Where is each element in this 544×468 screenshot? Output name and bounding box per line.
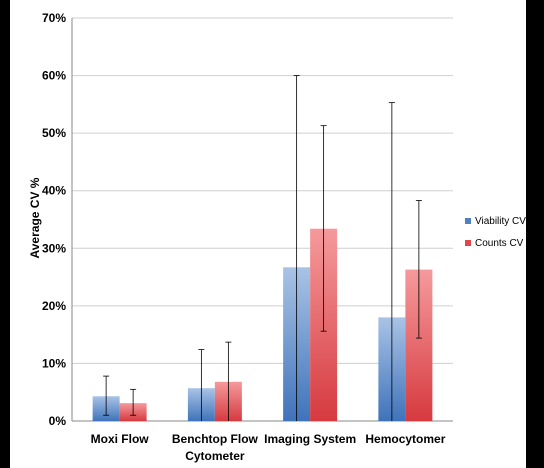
y-tick-label: 20% [42, 299, 66, 313]
legend-label: Counts CV % [475, 238, 535, 249]
y-tick-label: 10% [42, 356, 66, 370]
legend-swatch [465, 218, 471, 224]
category-label: Hemocytomer [365, 432, 445, 446]
category-label: Imaging System [264, 432, 356, 446]
y-axis-label: Average CV % [28, 177, 42, 258]
category-label: Cytometer [185, 449, 245, 463]
legend-swatch [465, 240, 471, 246]
y-tick-label: 50% [42, 126, 66, 140]
chart-panel [10, 0, 526, 468]
y-tick-label: 0% [49, 414, 67, 428]
legend-label: Viability CV % [475, 216, 538, 227]
y-tick-label: 60% [42, 69, 66, 83]
category-labels: Moxi Flow Benchtop Flow Cytometer Imaging S… [91, 432, 446, 463]
y-tick-labels: 0% 10% 20% 30% 40% 50% 60% 70% [42, 11, 66, 428]
category-label: Moxi Flow [91, 432, 150, 446]
y-tick-label: 70% [42, 11, 66, 25]
category-label: Benchtop Flow [172, 432, 259, 446]
bars [92, 228, 433, 421]
legend: Viability CV % Counts CV % [465, 216, 538, 249]
y-tick-label: 40% [42, 184, 66, 198]
error-bars [103, 75, 422, 421]
y-tick-label: 30% [42, 241, 66, 255]
